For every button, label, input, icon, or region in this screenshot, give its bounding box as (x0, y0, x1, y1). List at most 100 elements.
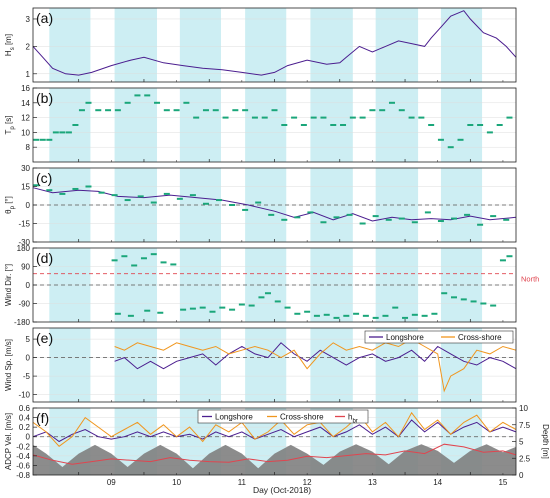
data-point (121, 255, 128, 258)
y-tick-label: -0.6 (16, 461, 30, 470)
data-point (251, 116, 258, 119)
shade-band (179, 328, 221, 402)
data-point (33, 184, 40, 187)
data-point (499, 259, 506, 262)
data-point (140, 257, 147, 260)
data-point (216, 199, 223, 202)
data-point (304, 310, 311, 313)
shade-band (375, 8, 419, 82)
data-point (85, 185, 92, 188)
panel-label: (f) (36, 410, 49, 426)
data-point (392, 306, 399, 309)
x-tick-label: 10 (172, 478, 181, 487)
panel-label: (a) (36, 10, 53, 26)
series-line (32, 187, 517, 222)
shade-band (245, 328, 287, 402)
shade-band (49, 328, 91, 402)
y-axis-label: θp [°] (4, 196, 16, 214)
y-axis-label: Wind Dir. [°] (4, 264, 13, 306)
data-point (163, 109, 170, 112)
data-point (294, 216, 301, 219)
data-point (219, 306, 226, 309)
data-point (258, 296, 265, 299)
data-point (411, 221, 418, 224)
panel-4: North -180 -90 0 90 180 (d) Wind Dir. [°] (4, 244, 539, 327)
data-point (131, 264, 138, 267)
data-point (346, 213, 353, 216)
y-tick-label: -0.4 (16, 452, 30, 461)
y-axis-label-tail: [°] (4, 196, 13, 206)
y-tick-label: -90 (18, 300, 30, 309)
data-point (411, 313, 418, 316)
y-tick-label: -0.2 (16, 442, 30, 451)
data-point (372, 215, 379, 218)
y-tick-label: 14 (21, 99, 30, 108)
data-point (248, 304, 255, 307)
data-point (457, 138, 464, 141)
data-point (189, 194, 196, 197)
legend-entry: Cross-shore (280, 413, 324, 422)
data-point (33, 138, 40, 141)
data-point (114, 312, 121, 315)
shade-band (114, 88, 158, 162)
panel-label: (b) (36, 90, 53, 106)
y-tick-label: 0 (26, 354, 31, 363)
north-annotation: North (521, 275, 539, 284)
series-line (32, 411, 517, 447)
y-tick-label: 15 (21, 183, 30, 192)
data-point (170, 263, 177, 266)
data-point (460, 298, 467, 301)
y-axis-label-main: T (4, 129, 13, 134)
panel-label: (e) (36, 330, 53, 346)
data-point (506, 255, 513, 258)
data-point (467, 124, 474, 126)
data-point (72, 187, 79, 190)
data-point (157, 311, 164, 314)
y-right-tick-label: 10 (519, 404, 528, 413)
data-point (359, 222, 366, 225)
data-point (284, 306, 291, 309)
legend-entry: Longshore (215, 413, 253, 422)
data-point (496, 124, 503, 126)
data-point (385, 218, 392, 221)
data-point (144, 94, 151, 97)
shaded-day-bands (49, 8, 483, 475)
data-point (176, 197, 183, 200)
data-point (59, 192, 66, 195)
data-point (281, 124, 288, 126)
data-point (372, 316, 379, 319)
panel-label: (d) (36, 250, 53, 266)
data-point (268, 213, 275, 216)
data-point (388, 101, 395, 104)
x-tick-label: 15 (498, 478, 507, 487)
y-tick-label: 16 (21, 84, 30, 93)
y-tick-label: 2 (26, 42, 31, 51)
data-point (447, 146, 454, 149)
shade-band (440, 88, 483, 162)
series-line (114, 342, 517, 370)
y-axis-label-main: H (4, 50, 13, 56)
data-point (39, 138, 46, 141)
y-tick-label: 1 (26, 70, 31, 79)
shade-band (440, 8, 483, 82)
data-point (310, 116, 317, 119)
data-point (490, 215, 497, 218)
data-point (255, 201, 262, 204)
y-tick-label: 180 (17, 244, 31, 253)
panel-label: (c) (36, 170, 52, 186)
data-point (124, 101, 131, 104)
data-point (85, 101, 92, 104)
data-point (437, 138, 444, 141)
data-point (173, 109, 180, 112)
data-point (402, 316, 409, 319)
series-line (32, 10, 517, 76)
data-point (349, 116, 356, 119)
y-axis-label: ADCP Vel. [m/s] (4, 413, 13, 470)
y-tick-label: 10 (21, 128, 30, 137)
data-point (144, 309, 151, 312)
data-point (437, 220, 444, 223)
y-tick-label: 5 (26, 335, 31, 344)
data-point (340, 124, 347, 126)
data-point (450, 296, 457, 299)
data-point (134, 94, 141, 97)
